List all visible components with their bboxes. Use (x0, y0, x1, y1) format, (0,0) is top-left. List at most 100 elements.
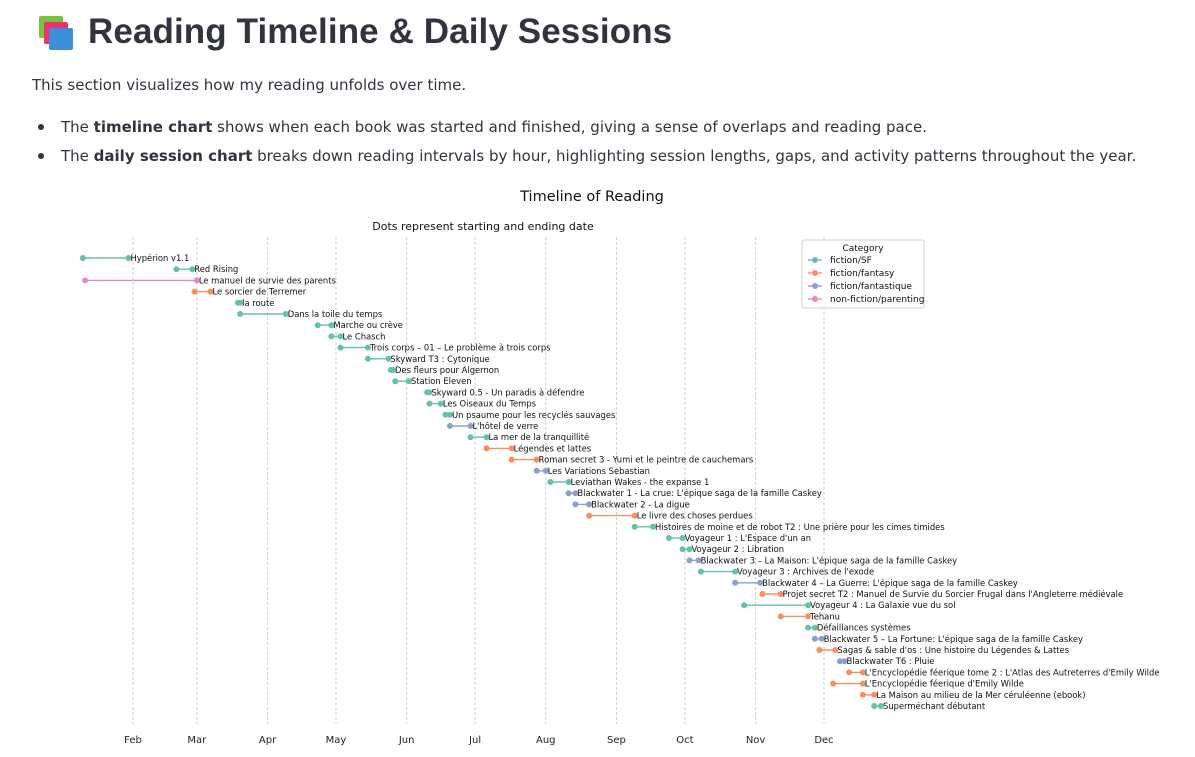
legend-label: fiction/fantasy (830, 269, 895, 279)
x-tick-label: Dec (814, 735, 833, 746)
start-dot (533, 467, 540, 474)
end-dot (686, 546, 693, 553)
book-label: Blackwater 3 – La Maison: L'épique saga … (701, 555, 958, 565)
books-icon (36, 12, 76, 52)
start-dot (811, 635, 818, 642)
start-dot (508, 456, 515, 463)
book-label: Skyward T3 : Cytonique (390, 354, 489, 364)
start-dot (483, 445, 490, 452)
start-dot (816, 647, 823, 653)
x-tick-label: Mar (187, 735, 207, 746)
legend-label: non-fiction/parenting (830, 295, 924, 305)
start-dot (79, 255, 86, 261)
end-dot (586, 501, 593, 508)
book-label: Leviathan Wakes - the expanse 1 (571, 477, 710, 487)
end-dot (237, 299, 244, 306)
book-label: Superméchant débutant (883, 701, 986, 711)
end-dot (871, 691, 878, 698)
end-dot (282, 311, 289, 317)
end-dot (565, 479, 572, 485)
book-label: Marche ou crève (333, 320, 403, 330)
end-dot (467, 423, 474, 429)
book-label: La Maison au milieu de la Mer céruléenne… (876, 690, 1085, 700)
book-label: Les Oiseaux du Temps (443, 399, 536, 409)
end-dot (426, 389, 433, 396)
bullet-pre: The (61, 118, 94, 136)
legend-title: Category (842, 244, 884, 254)
book-label: Skyward 0.5 - Un paradis à défendre (431, 387, 584, 397)
start-dot (446, 423, 453, 429)
end-dot (193, 277, 200, 284)
page-title: Reading Timeline & Daily Sessions (88, 12, 673, 51)
end-dot (649, 523, 656, 530)
end-dot (364, 344, 371, 351)
end-dot (805, 613, 812, 620)
bullet-dot (38, 153, 44, 159)
book-label: Voyageur 2 : Libration (691, 544, 784, 554)
start-dot (173, 266, 180, 273)
book-label: La mer de la tranquillité (488, 432, 589, 442)
start-dot (846, 669, 853, 676)
chart-subtitle: Dots represent starting and ending date (372, 220, 594, 233)
end-dot (832, 647, 839, 653)
book-label: Les Variations Sebastian (548, 466, 650, 476)
book-label: Le sorcier de Terremer (213, 287, 307, 297)
start-dot (191, 288, 198, 295)
end-dot (859, 680, 866, 687)
book-label: Blackwater T6 : Pluie (847, 656, 935, 666)
bullet-dot (38, 124, 44, 130)
end-dot (572, 490, 579, 497)
end-dot (207, 288, 214, 295)
end-dot (446, 411, 453, 418)
end-dot (483, 434, 490, 441)
end-dot (695, 557, 702, 564)
end-dot (818, 635, 825, 642)
end-dot (631, 512, 638, 519)
start-dot (830, 680, 837, 687)
x-tick-label: Sep (607, 735, 626, 746)
book-label: Station Eleven (411, 376, 472, 386)
chart-title: Timeline of Reading (519, 189, 664, 205)
x-tick-label: Jun (398, 735, 415, 746)
start-dot (732, 579, 739, 586)
start-dot (442, 411, 449, 418)
page-header: Reading Timeline & Daily Sessions (36, 12, 672, 52)
start-dot (697, 568, 704, 575)
end-dot (732, 568, 739, 575)
book-label: Hypérion v1.1 (130, 253, 189, 263)
start-dot (679, 546, 686, 553)
book-label: Un psaume pour les recyclés sauvages (452, 410, 615, 420)
book-label: Le Chasch (343, 331, 386, 341)
end-dot (859, 669, 866, 676)
end-dot (811, 624, 818, 631)
book-label: Le livre des choses perdues (637, 511, 753, 521)
start-dot (426, 400, 433, 407)
bullet-bold: daily session chart (93, 147, 253, 165)
legend-swatch-dot (812, 283, 818, 289)
book-label: Histoires de moine et de robot T2 : Une … (655, 522, 945, 532)
start-dot (871, 703, 878, 709)
start-dot (586, 512, 593, 519)
end-dot (337, 333, 344, 340)
start-dot (759, 591, 766, 597)
book-label: Trois corps – 01 – Le problème à trois c… (369, 343, 551, 353)
book-label: Blackwater 5 – La Fortune: L'épique saga… (824, 634, 1083, 644)
book-label: Voyageur 1 : L'Espace d'un an (685, 533, 811, 543)
legend-label: fiction/fantastique (830, 282, 912, 292)
end-dot (805, 602, 812, 609)
start-dot (565, 490, 572, 497)
start-dot (547, 479, 554, 485)
bullet-list: The timeline chart shows when each book … (32, 116, 1136, 174)
bullet-post: breaks down reading intervals by hour, h… (252, 147, 1137, 165)
end-dot (328, 322, 335, 329)
x-tick-label: Nov (746, 735, 766, 746)
start-dot (364, 355, 371, 362)
end-dot (757, 579, 764, 586)
timeline-chart: Timeline of Reading Dots represent starti… (79, 189, 1159, 746)
end-dot (405, 378, 412, 385)
book-label: Blackwater 2 - La digue (591, 499, 690, 509)
start-dot (836, 658, 843, 665)
book-label: Blackwater 1 - La crue: L'épique saga de… (577, 488, 821, 498)
book-label: Projet secret T2 : Manuel de Survie du S… (783, 589, 1123, 599)
legend-swatch-dot (812, 270, 818, 276)
